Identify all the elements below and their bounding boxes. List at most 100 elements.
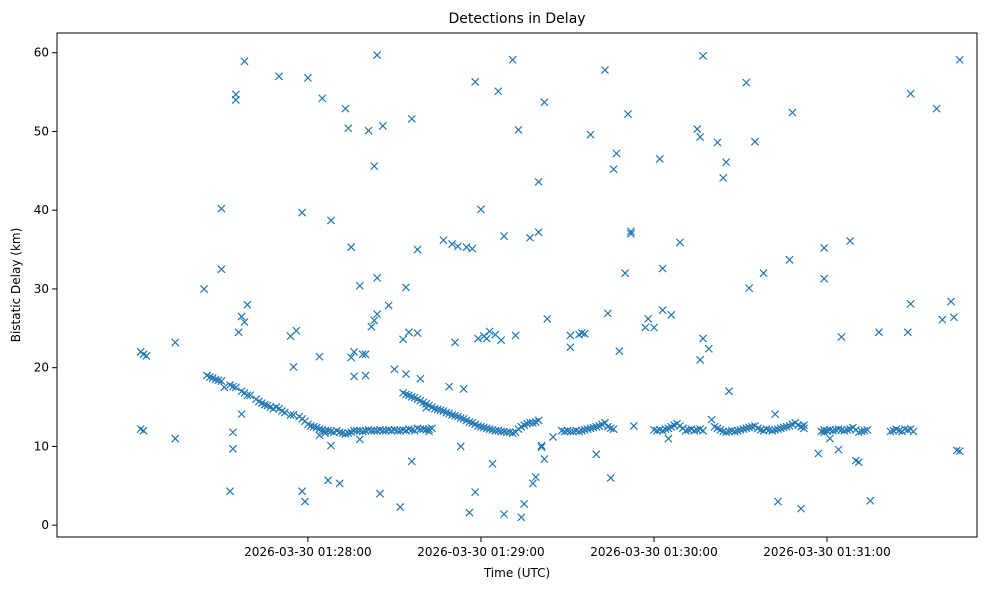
- data-point: [456, 414, 465, 423]
- data-point: [433, 405, 442, 414]
- data-point: [606, 473, 615, 482]
- data-point: [448, 410, 457, 419]
- data-point: [350, 347, 359, 356]
- data-point: [425, 425, 434, 434]
- data-point: [442, 408, 451, 417]
- data-point: [430, 404, 439, 413]
- data-point: [866, 496, 875, 505]
- data-point: [381, 426, 390, 435]
- data-point: [367, 322, 376, 331]
- data-point: [949, 313, 958, 322]
- data-point: [857, 427, 866, 436]
- y-axis-title: Bistatic Delay (km): [9, 228, 23, 343]
- data-point: [350, 426, 359, 435]
- data-point: [476, 205, 485, 214]
- data-point: [886, 427, 895, 436]
- data-point: [860, 426, 869, 435]
- data-point: [315, 431, 324, 440]
- data-point: [799, 424, 808, 433]
- data-point: [863, 425, 872, 434]
- data-point: [361, 371, 370, 380]
- data-point: [315, 425, 324, 434]
- plot-background: [57, 33, 977, 537]
- data-point: [139, 426, 148, 435]
- data-point: [416, 374, 425, 383]
- data-point: [900, 425, 909, 434]
- data-point: [373, 426, 382, 435]
- data-point: [696, 355, 705, 364]
- data-point: [401, 390, 410, 399]
- data-point: [696, 132, 705, 141]
- data-point: [350, 372, 359, 381]
- data-point: [525, 233, 535, 242]
- data-point: [326, 216, 336, 225]
- data-point: [407, 425, 416, 434]
- data-point: [825, 425, 834, 434]
- data-point: [401, 283, 410, 292]
- data-point: [228, 382, 237, 391]
- data-point: [306, 421, 315, 430]
- data-point: [228, 428, 237, 437]
- data-point: [373, 310, 382, 319]
- data-point: [326, 441, 336, 450]
- data-point: [471, 77, 480, 86]
- data-point: [425, 427, 434, 436]
- data-point: [361, 426, 370, 435]
- data-point: [776, 424, 785, 433]
- data-point: [347, 243, 356, 252]
- data-point: [465, 418, 474, 427]
- data-point: [534, 228, 543, 237]
- data-point: [846, 236, 855, 245]
- marker-layer: [136, 51, 964, 522]
- data-point: [439, 236, 448, 245]
- data-point: [652, 426, 661, 435]
- data-point: [704, 344, 713, 353]
- data-point: [303, 73, 312, 82]
- data-point: [309, 422, 318, 431]
- data-point: [903, 425, 912, 434]
- y-axis: 0 10 20 30 40 50 60: [34, 46, 57, 532]
- data-point: [952, 446, 961, 455]
- data-point: [404, 425, 413, 434]
- data-point: [745, 423, 754, 432]
- data-point: [358, 350, 367, 359]
- y-tick-label: 10: [34, 439, 49, 453]
- data-point: [289, 362, 298, 371]
- data-point: [462, 243, 471, 252]
- data-point: [724, 427, 733, 436]
- data-point: [494, 87, 503, 96]
- data-point: [750, 137, 759, 146]
- data-point: [690, 426, 699, 435]
- data-point: [641, 323, 650, 332]
- data-point: [234, 328, 243, 337]
- data-point: [240, 317, 249, 327]
- data-point: [453, 242, 462, 251]
- data-point: [459, 384, 468, 393]
- data-point: [727, 426, 736, 435]
- data-point: [543, 314, 552, 323]
- data-point: [782, 422, 791, 431]
- data-point: [742, 424, 751, 433]
- data-point: [748, 422, 757, 431]
- data-point: [537, 443, 546, 452]
- data-point: [347, 353, 356, 362]
- data-point: [874, 328, 883, 337]
- data-point: [231, 90, 240, 99]
- data-point: [854, 428, 863, 437]
- data-point: [580, 329, 589, 338]
- data-point: [422, 403, 431, 412]
- y-tick-label: 60: [34, 46, 49, 60]
- data-point: [396, 503, 405, 512]
- data-point: [955, 55, 964, 64]
- data-point: [762, 425, 771, 434]
- data-point: [557, 426, 566, 435]
- data-point: [361, 350, 370, 359]
- data-point: [733, 426, 742, 435]
- data-point: [488, 459, 497, 468]
- data-point: [370, 162, 379, 171]
- data-point: [531, 473, 540, 482]
- data-point: [419, 425, 428, 434]
- data-point: [364, 126, 373, 135]
- data-point: [370, 316, 379, 325]
- data-point: [906, 299, 915, 308]
